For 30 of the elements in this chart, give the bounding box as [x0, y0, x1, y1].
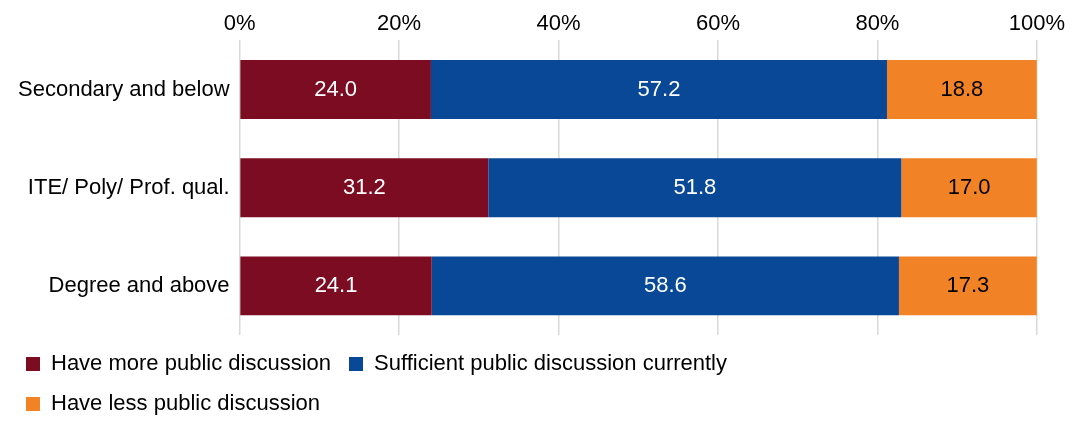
x-tick-label: 20% — [377, 10, 422, 36]
x-tick-label: 40% — [536, 10, 581, 36]
x-tick-label: 60% — [695, 10, 740, 36]
bar — [430, 60, 887, 119]
data-label: 17.0 — [947, 173, 991, 199]
data-label: 31.2 — [342, 173, 386, 199]
bar — [886, 60, 1037, 119]
data-label: 24.1 — [314, 271, 358, 297]
y-tick-label: ITE/ Poly/ Prof. qual. — [27, 173, 230, 199]
x-tick-label: 80% — [855, 10, 900, 36]
x-tick-label: 0% — [223, 10, 256, 36]
data-label: 18.8 — [940, 75, 984, 101]
bar — [488, 158, 902, 218]
data-label: 17.3 — [946, 271, 990, 297]
bar — [901, 158, 1037, 218]
data-label: 51.8 — [673, 173, 717, 199]
y-tick-label: Secondary and below — [18, 75, 230, 101]
bar — [898, 256, 1037, 316]
bar — [240, 256, 432, 316]
data-label: 58.6 — [643, 271, 687, 297]
bar — [240, 158, 489, 218]
bar — [240, 60, 431, 119]
data-label: 57.2 — [637, 75, 681, 101]
legend-label: Have less public discussion — [51, 390, 321, 416]
data-label: 24.0 — [314, 75, 358, 101]
y-tick-label: Degree and above — [48, 271, 230, 297]
legend-label: Have more public discussion — [51, 350, 332, 376]
bar — [431, 256, 899, 316]
x-tick-label: 100% — [1008, 10, 1066, 36]
legend-label: Sufficient public discussion currently — [374, 350, 728, 376]
